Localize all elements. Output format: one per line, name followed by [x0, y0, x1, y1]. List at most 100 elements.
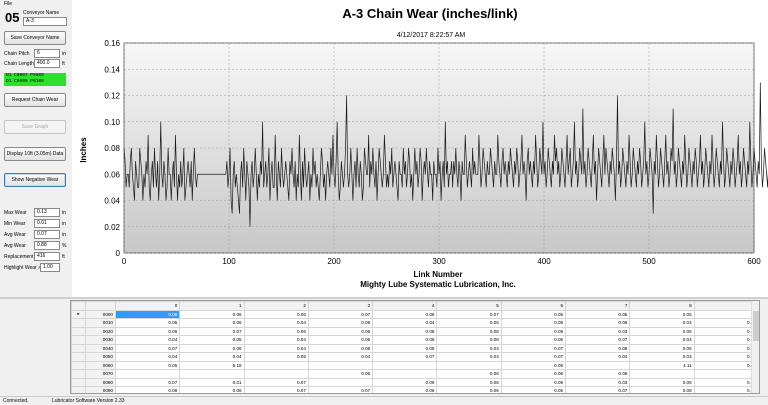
grid-cell[interactable]: 0.05 [693, 318, 759, 328]
grid-cell[interactable]: 0.09 [500, 377, 567, 387]
grid-cell[interactable] [565, 360, 631, 370]
grid-cell[interactable]: 0.01 [179, 377, 245, 387]
row-header-cell[interactable]: 0060 [85, 360, 116, 370]
row-header-cell[interactable]: 0000 [85, 309, 116, 319]
grid-cell[interactable]: 0.06 [372, 386, 438, 393]
grid-cell[interactable]: 0.06 [179, 318, 245, 328]
grid-cell[interactable]: 0.06 [307, 369, 374, 379]
grid-cell[interactable]: 0.04 [629, 335, 695, 345]
grid-cell[interactable] [179, 369, 245, 379]
grid-cell[interactable]: 0.05 [500, 309, 567, 319]
table-row[interactable]: 0040 0.07 0.06 0.04 0.06 0.05 0.04 0.07 0.08 0.06… [71, 343, 759, 353]
grid-cell[interactable] [693, 369, 759, 379]
grid-cell[interactable] [307, 377, 374, 387]
grid-cell[interactable]: 0.05 [693, 377, 759, 387]
grid-cell[interactable]: 0.05 [629, 309, 695, 319]
table-row[interactable]: 0020 0.06 0.07 0.06 0.06 0.08 0.06 0.09 0.03 0.06… [71, 326, 759, 336]
grid-cell[interactable]: 0.06 [179, 386, 245, 393]
grid-cell[interactable]: 0.08 [114, 386, 181, 393]
grid-cell[interactable]: 0.04 [629, 318, 695, 328]
grid-column-header[interactable]: 8 [629, 301, 695, 311]
grid-cell[interactable]: 0.08 [436, 335, 502, 345]
grid-column-header[interactable]: 9 [693, 301, 759, 311]
row-header-cell[interactable]: 0030 [85, 335, 116, 345]
grid-cell[interactable]: 0.09 [372, 377, 438, 387]
grid-cell[interactable]: 0.08 [565, 343, 631, 353]
grid-column-header[interactable]: 0 [114, 301, 181, 311]
grid-cell[interactable]: 0.07 [179, 326, 245, 336]
grid-cell[interactable]: 0.06 [436, 369, 502, 379]
grid-cell[interactable]: 0.07 [243, 386, 309, 393]
grid-cell[interactable]: 0.06 [179, 309, 245, 319]
grid-cell[interactable]: 0.07 [565, 335, 631, 345]
row-header-cell[interactable]: 0050 [85, 352, 116, 362]
save-conveyor-name-button[interactable]: Save Conveyor Name [4, 31, 66, 45]
grid-cell[interactable]: 0.04 [114, 352, 181, 362]
row-selector-arrow-icon[interactable] [71, 326, 86, 336]
grid-cell[interactable]: 0.04 [693, 352, 759, 362]
row-selector-arrow-icon[interactable]: ▸ [71, 309, 86, 319]
grid-cell[interactable]: 0.06 [307, 326, 374, 336]
grid-cell[interactable]: 0.03 [565, 326, 631, 336]
row-selector-arrow-icon[interactable] [71, 360, 86, 370]
row-selector-arrow-icon[interactable] [71, 377, 86, 387]
table-row[interactable]: 0070 0.06 0.06 0.06 0.06 [71, 369, 759, 379]
grid-cell[interactable]: 0.09 [500, 326, 567, 336]
grid-cell[interactable]: 0.08 [372, 326, 438, 336]
grid-cell[interactable]: 0.05 [500, 386, 567, 393]
row-selector-arrow-icon[interactable] [71, 343, 86, 353]
row-header-cell[interactable]: 0040 [85, 343, 116, 353]
table-row[interactable]: 0090 0.08 0.06 0.07 0.07 0.06 0.06 0.05 0.07 0.08… [71, 386, 759, 393]
grid-cell[interactable]: 0.03 [629, 352, 695, 362]
row-selector-arrow-icon[interactable] [71, 335, 86, 345]
grid-column-header[interactable]: 5 [436, 301, 502, 311]
grid-cell[interactable]: 0.07 [500, 352, 567, 362]
grid-cell[interactable]: 0.06 [179, 343, 245, 353]
grid-cell[interactable] [436, 360, 502, 370]
grid-cell[interactable] [243, 360, 309, 370]
grid-cell[interactable]: 0.04 [565, 352, 631, 362]
grid-cell[interactable] [693, 309, 759, 319]
grid-cell[interactable]: 0.05 [436, 318, 502, 328]
table-row[interactable]: 0050 0.04 0.04 0.05 0.04 0.07 0.04 0.07 0.04 0.03… [71, 352, 759, 362]
table-row[interactable]: 0010 0.05 0.06 0.04 0.05 0.04 0.05 0.05 0.06 0.04… [71, 318, 759, 328]
grid-cell[interactable]: 0.03 [565, 377, 631, 387]
grid-cell[interactable]: 0.08 [436, 377, 502, 387]
grid-cell[interactable]: 0.06 [565, 318, 631, 328]
row-selector-arrow-icon[interactable] [71, 318, 86, 328]
grid-cell[interactable]: 0.06 [693, 386, 759, 393]
grid-cell[interactable]: 6.18 [179, 360, 245, 370]
grid-cell[interactable]: 0.07 [114, 343, 181, 353]
grid-cell[interactable]: 0.05 [307, 318, 374, 328]
grid-cell[interactable]: 0.05 [500, 360, 567, 370]
grid-cell[interactable]: 0.05 [243, 352, 309, 362]
grid-cell[interactable]: 0.06 [436, 386, 502, 393]
grid-cell[interactable]: 0.07 [114, 377, 181, 387]
chain-length-field[interactable]: 400.0 [34, 59, 60, 68]
grid-cell[interactable]: 0.05 [179, 335, 245, 345]
grid-cell[interactable]: 0.07 [372, 352, 438, 362]
grid-cell[interactable] [307, 360, 374, 370]
grid-cell[interactable]: 0.06 [629, 343, 695, 353]
grid-cell[interactable]: 0.04 [243, 335, 309, 345]
grid-cell[interactable]: 0.05 [693, 343, 759, 353]
grid-cell[interactable]: 0.04 [243, 318, 309, 328]
grid-cell[interactable]: 0.06 [114, 326, 181, 336]
show-negative-wear-button[interactable]: Show Negative Wear [4, 173, 66, 187]
grid-column-header[interactable]: 1 [179, 301, 245, 311]
grid-cell[interactable]: 0.04 [179, 352, 245, 362]
request-chain-wear-button[interactable]: Request Chain Wear [4, 93, 66, 107]
grid-column-header[interactable]: 2 [243, 301, 309, 311]
grid-cell[interactable]: 0.08 [629, 386, 695, 393]
scrollbar-thumb[interactable] [753, 311, 759, 341]
grid-cell[interactable]: 0.06 [372, 335, 438, 345]
grid-cell[interactable]: 0.07 [243, 377, 309, 387]
grid-cell[interactable]: 0.06 [629, 377, 695, 387]
grid-cell[interactable]: 0.04 [436, 343, 502, 353]
highlight-wear-stepper[interactable]: 1.00 [40, 263, 60, 272]
grid-cell[interactable]: 0.05 [500, 335, 567, 345]
table-row[interactable]: 0030 0.04 0.05 0.04 0.06 0.06 0.08 0.05 0.07 0.04… [71, 335, 759, 345]
grid-cell[interactable]: 0.08 [114, 309, 181, 319]
